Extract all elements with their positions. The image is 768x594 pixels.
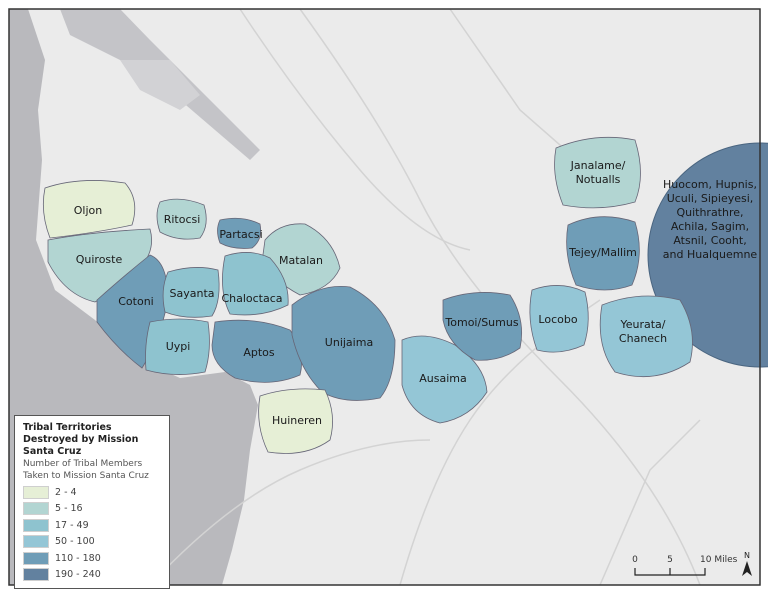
legend-range: 50 - 100 bbox=[55, 536, 95, 548]
map-frame bbox=[8, 8, 761, 586]
legend-range: 190 - 240 bbox=[55, 569, 101, 581]
territory-unijaima[interactable] bbox=[291, 286, 396, 401]
label-oljon: Oljon bbox=[74, 204, 103, 217]
label-janalame: Janalame/Notualls bbox=[570, 159, 626, 186]
legend-swatch bbox=[23, 502, 49, 516]
label-quiroste: Quiroste bbox=[76, 253, 123, 266]
territory-aptos[interactable] bbox=[211, 319, 303, 383]
label-locobo: Locobo bbox=[538, 313, 577, 326]
legend-range: 110 - 180 bbox=[55, 552, 101, 564]
territory-locobo[interactable] bbox=[529, 285, 589, 353]
territory-labels: Oljon Ritocsi Partacsi Matalan Quiroste … bbox=[74, 159, 758, 427]
label-sayanta: Sayanta bbox=[170, 287, 215, 300]
bay-marsh bbox=[120, 60, 200, 110]
legend-swatch bbox=[23, 535, 49, 549]
north-label: N bbox=[744, 551, 750, 560]
label-uypi: Uypi bbox=[166, 340, 191, 353]
legend-swatch bbox=[23, 485, 49, 499]
label-partacsi: Partacsi bbox=[219, 228, 262, 241]
legend: Tribal Territories Destroyed by Mission … bbox=[14, 415, 170, 589]
scale-tick-5: 5 bbox=[667, 555, 673, 565]
legend-range: 17 - 49 bbox=[55, 519, 89, 531]
legend-subtitle: Number of Tribal Members Taken to Missio… bbox=[23, 459, 149, 481]
scale-bar: 0 5 10 Miles bbox=[632, 555, 738, 576]
label-aptos: Aptos bbox=[243, 346, 275, 359]
legend-item: 50 - 100 bbox=[23, 534, 163, 551]
territory-partacsi[interactable] bbox=[217, 217, 262, 249]
scale-tick-0: 0 bbox=[632, 555, 638, 565]
territory-oljon[interactable] bbox=[42, 180, 136, 239]
territory-uypi[interactable] bbox=[145, 318, 210, 375]
legend-item: 190 - 240 bbox=[23, 567, 163, 584]
legend-item: 17 - 49 bbox=[23, 517, 163, 534]
territory-yeurata[interactable] bbox=[599, 295, 693, 378]
label-chaloctaca: Chaloctaca bbox=[221, 292, 282, 305]
legend-swatch bbox=[23, 551, 49, 565]
legend-item: 5 - 16 bbox=[23, 501, 163, 518]
territory-tomoi[interactable] bbox=[442, 292, 523, 361]
territories bbox=[42, 136, 693, 454]
territory-janalame[interactable] bbox=[554, 136, 641, 209]
territory-sayanta[interactable] bbox=[162, 267, 220, 318]
label-unijaima: Unijaima bbox=[325, 336, 373, 349]
legend-range: 5 - 16 bbox=[55, 503, 83, 515]
territory-tejey[interactable] bbox=[566, 216, 640, 291]
label-ritocsi: Ritocsi bbox=[164, 213, 201, 226]
legend-item: 2 - 4 bbox=[23, 484, 163, 501]
label-huocom: Huocom, Hupnis, Uculi, Sipieyesi, Quithrat… bbox=[663, 178, 758, 261]
territory-chaloctaca[interactable] bbox=[222, 252, 289, 316]
territory-ausaima[interactable] bbox=[401, 335, 488, 424]
legend-title: Tribal Territories Destroyed by Mission … bbox=[23, 422, 139, 457]
territory-huineren[interactable] bbox=[258, 388, 333, 454]
legend-swatch bbox=[23, 568, 49, 582]
scale-tick-10: 10 Miles bbox=[700, 555, 738, 565]
territory-ritocsi[interactable] bbox=[156, 198, 207, 240]
label-tomoi: Tomoi/Sumus bbox=[444, 316, 518, 329]
label-yeurata: Yeurata/Chanech bbox=[619, 318, 667, 345]
label-huineren: Huineren bbox=[272, 414, 322, 427]
legend-swatch bbox=[23, 518, 49, 532]
label-matalan: Matalan bbox=[279, 254, 323, 267]
legend-item: 110 - 180 bbox=[23, 550, 163, 567]
label-tejey: Tejey/Mallim bbox=[568, 246, 637, 259]
legend-range: 2 - 4 bbox=[55, 486, 77, 498]
label-cotoni: Cotoni bbox=[118, 295, 153, 308]
north-arrow-icon: N bbox=[742, 551, 752, 576]
label-ausaima: Ausaima bbox=[419, 372, 466, 385]
